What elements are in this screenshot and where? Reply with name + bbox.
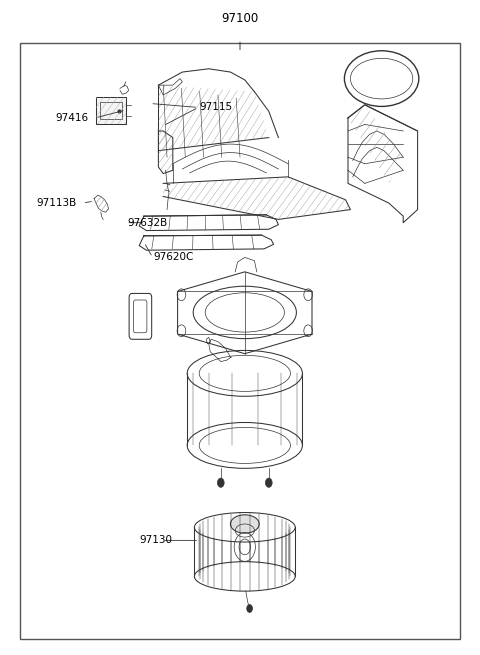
Text: 97100: 97100 xyxy=(221,12,259,25)
Text: 97113B: 97113B xyxy=(36,198,76,208)
Text: 97130: 97130 xyxy=(139,535,172,546)
Bar xyxy=(100,102,122,119)
Circle shape xyxy=(217,478,224,487)
Bar xyxy=(96,97,126,124)
Text: 97632B: 97632B xyxy=(127,217,168,228)
Circle shape xyxy=(265,478,272,487)
Text: 97115: 97115 xyxy=(199,102,232,113)
Ellipse shape xyxy=(230,515,259,533)
Text: 97416: 97416 xyxy=(55,113,88,123)
Text: 97620C: 97620C xyxy=(154,252,194,263)
Circle shape xyxy=(247,605,252,612)
